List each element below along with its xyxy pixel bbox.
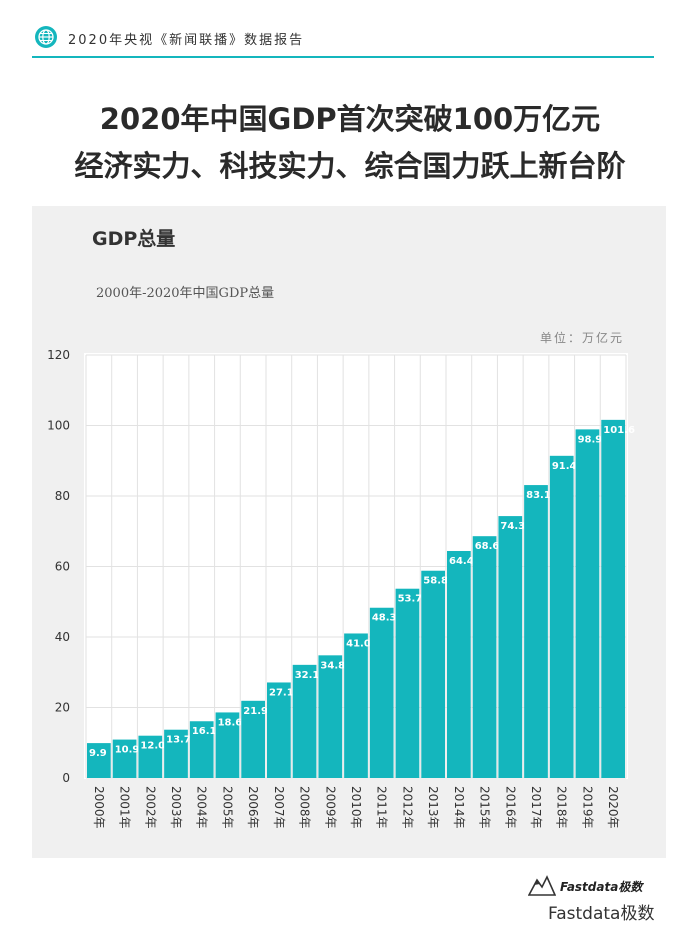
x-tick-label: 2000年 xyxy=(92,786,106,829)
bars: 9.9 10.9 12.013.716.118.621.927.132.134.84… xyxy=(87,419,635,778)
bar xyxy=(138,735,163,778)
headline-line-2: 经济实力、科技实力、综合国力跃上新台阶 xyxy=(74,149,626,183)
bar xyxy=(189,721,214,778)
x-tick-label: 2007年 xyxy=(272,786,286,829)
x-tick-label: 2011年 xyxy=(375,786,389,829)
bar xyxy=(447,550,471,778)
x-tick-label: 2003年 xyxy=(169,786,183,829)
brand-name: Fastdata极数 xyxy=(560,880,643,894)
y-tick-label: 60 xyxy=(55,560,70,574)
data-label: 12.0 xyxy=(140,741,165,752)
data-label: 48.3 xyxy=(372,613,397,624)
header-divider xyxy=(32,56,654,58)
data-label: 91.4 xyxy=(552,461,577,472)
y-tick-label: 120 xyxy=(47,348,70,362)
x-tick-label: 2008年 xyxy=(298,786,312,829)
x-tick-label: 2004年 xyxy=(195,786,209,829)
x-tick-label: 2018年 xyxy=(555,786,569,829)
header-text: 2020年央视《新闻联播》数据报告 xyxy=(68,33,305,48)
y-tick-label: 20 xyxy=(55,701,70,715)
y-tick-label: 40 xyxy=(55,630,70,644)
section-title: GDP总量 xyxy=(92,228,176,250)
data-label: 64.4 xyxy=(449,556,474,567)
data-label: 16.1 xyxy=(192,726,217,737)
x-tick-label: 2017年 xyxy=(529,786,543,829)
x-tick-label: 2010年 xyxy=(349,786,363,829)
data-label: 41.0 xyxy=(346,638,371,649)
x-tick-label: 2002年 xyxy=(143,786,157,829)
data-label: 9.9 xyxy=(89,748,107,759)
data-label: 27.1 xyxy=(269,687,294,698)
bar xyxy=(395,588,420,778)
unit-label: 单位：万亿元 xyxy=(540,331,625,345)
bar xyxy=(292,664,317,778)
data-label: 58.8 xyxy=(423,576,448,587)
bar xyxy=(369,607,394,778)
headline-line-1: 2020年中国GDP首次突破100万亿元 xyxy=(99,102,601,136)
x-tick-label: 2020年 xyxy=(606,786,620,829)
data-label: 68.6 xyxy=(475,541,500,552)
bar xyxy=(549,455,574,778)
data-label: 53.7 xyxy=(398,594,423,605)
bar xyxy=(318,655,343,778)
y-tick-label: 80 xyxy=(55,489,70,503)
data-label: 34.8 xyxy=(320,660,345,671)
data-label: 101.6 xyxy=(603,425,635,436)
bar xyxy=(472,536,497,778)
bar xyxy=(112,739,137,778)
data-label: 74.3 xyxy=(500,521,525,532)
data-label: 18.6 xyxy=(218,717,243,728)
data-label: 13.7 xyxy=(166,735,191,746)
chart-title: 2000年-2020年中国GDP总量 xyxy=(96,286,275,301)
x-tick-label: 2019年 xyxy=(580,786,594,829)
globe-icon xyxy=(35,26,57,48)
bar xyxy=(267,682,291,778)
x-tick-label: 2015年 xyxy=(478,786,492,829)
x-axis: 2000年 2001年 2002年 2003年 2004年 2005年 2006年 2007年… xyxy=(92,786,620,829)
bar xyxy=(344,633,368,778)
bar xyxy=(241,700,265,778)
bar xyxy=(421,570,445,778)
x-tick-label: 2005年 xyxy=(220,786,234,829)
data-label: 32.1 xyxy=(295,670,320,681)
bar xyxy=(164,729,188,778)
x-tick-label: 2006年 xyxy=(246,786,260,829)
data-label: 21.9 xyxy=(243,706,268,717)
x-tick-label: 2001年 xyxy=(118,786,132,829)
report-header: 2020年央视《新闻联播》数据报告 xyxy=(0,0,700,60)
bar xyxy=(87,743,111,778)
x-tick-label: 2009年 xyxy=(323,786,337,829)
watermark: Fastdata极数 xyxy=(548,904,655,924)
y-tick-label: 0 xyxy=(62,771,70,785)
data-label: 83.1 xyxy=(526,490,551,501)
bar xyxy=(524,485,548,778)
x-tick-label: 2013年 xyxy=(426,786,440,829)
x-tick-label: 2012年 xyxy=(400,786,414,829)
data-label: 10.9 xyxy=(115,745,140,756)
x-tick-label: 2016年 xyxy=(503,786,517,829)
data-label: 98.9 xyxy=(578,434,603,445)
x-tick-label: 2014年 xyxy=(452,786,466,829)
fastdata-logo-icon xyxy=(528,875,556,896)
y-axis: 0 20 40 60 80 100 120 xyxy=(47,348,70,785)
bar xyxy=(498,516,523,778)
bar xyxy=(601,419,625,778)
y-tick-label: 100 xyxy=(47,419,70,433)
bar xyxy=(575,429,600,778)
bar xyxy=(215,712,240,778)
